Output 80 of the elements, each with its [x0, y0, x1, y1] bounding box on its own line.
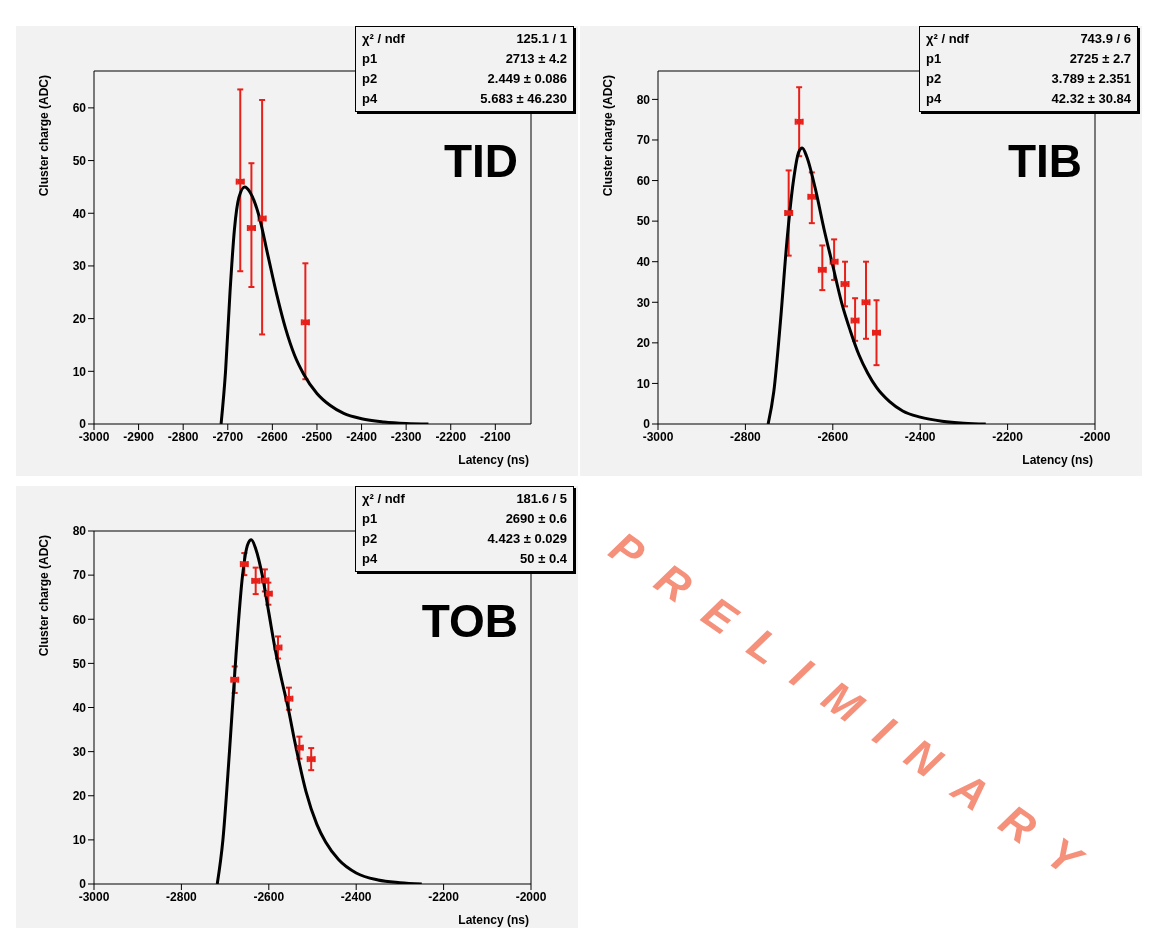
text: χ² / ndf	[926, 31, 969, 46]
annotation: p2	[362, 530, 378, 548]
text: χ² / ndf	[362, 491, 405, 506]
text: p1	[362, 51, 378, 66]
text: 181.6 / 5	[516, 491, 567, 506]
x-tick-label: -2900	[123, 429, 155, 444]
text: p1	[926, 51, 942, 66]
x-tick-label: -2600	[253, 889, 285, 904]
y-tick-label: 10	[636, 376, 651, 391]
y-tick-label: 70	[636, 133, 651, 148]
y-tick-label: 0	[79, 877, 87, 892]
x-tick-label: -3000	[642, 429, 674, 444]
y-tick-label: 40	[72, 206, 87, 221]
x-tick-label: -2200	[992, 429, 1024, 444]
x-axis-title: Latency (ns)	[458, 913, 529, 927]
y-axis-title: Cluster charge (ADC)	[601, 75, 615, 197]
y-tick-label: 40	[636, 254, 651, 269]
y-tick-label: 80	[636, 92, 651, 107]
text: 2690 ± 0.6	[505, 511, 567, 526]
x-tick-label: -2800	[167, 429, 199, 444]
annotation: 42.32 ± 30.84	[1051, 90, 1131, 108]
y-tick-label: 0	[79, 417, 87, 432]
annotation: p4	[362, 550, 378, 568]
x-tick-label: -2500	[301, 429, 333, 444]
annotation: 5.683 ± 46.230	[480, 90, 567, 108]
y-tick-label: 30	[72, 744, 87, 759]
y-tick-label: 20	[72, 311, 87, 326]
y-tick-label: 10	[72, 833, 87, 848]
y-tick-label: 20	[72, 789, 87, 804]
y-tick-label: 30	[72, 259, 87, 274]
y-tick-label: 50	[636, 214, 651, 229]
x-tick-label: -2200	[428, 889, 460, 904]
y-tick-label: 40	[72, 700, 87, 715]
text: 2713 ± 4.2	[505, 51, 567, 66]
y-tick-label: 30	[636, 295, 651, 310]
x-tick-label: -3000	[78, 889, 110, 904]
y-tick-label: 60	[72, 612, 87, 627]
text: 2725 ± 2.7	[1069, 51, 1131, 66]
x-tick-label: -2600	[257, 429, 289, 444]
x-tick-label: -2700	[212, 429, 244, 444]
y-tick-label: 10	[72, 364, 87, 379]
annotation: 4.423 ± 0.029	[487, 530, 567, 548]
annotation: 3.789 ± 2.351	[1051, 70, 1131, 88]
x-tick-label: -3000	[78, 429, 110, 444]
x-tick-label: -2400	[340, 889, 372, 904]
annotation: 50 ± 0.4	[520, 550, 567, 568]
text: TIB	[1007, 134, 1082, 188]
y-tick-label: 50	[72, 656, 87, 671]
annotation: p2	[926, 70, 942, 88]
x-axis-title: Latency (ns)	[458, 453, 529, 467]
text: TID	[443, 134, 518, 188]
x-tick-label: -2400	[346, 429, 378, 444]
text: p1	[362, 511, 378, 526]
annotation: p4	[362, 90, 378, 108]
x-tick-label: -2100	[479, 429, 511, 444]
x-tick-label: -2600	[817, 429, 849, 444]
annotation: p4	[926, 90, 942, 108]
y-tick-label: 60	[72, 101, 87, 116]
y-axis-title: Cluster charge (ADC)	[37, 535, 51, 657]
x-tick-label: -2000	[515, 889, 547, 904]
y-tick-label: 60	[636, 173, 651, 188]
text: 125.1 / 1	[516, 31, 567, 46]
text: χ² / ndf	[362, 31, 405, 46]
x-tick-label: -2400	[904, 429, 936, 444]
text: 743.9 / 6	[1080, 31, 1131, 46]
y-tick-label: 0	[643, 417, 651, 432]
annotation: p2	[362, 70, 378, 88]
x-tick-label: -2000	[1079, 429, 1111, 444]
y-tick-label: 70	[72, 568, 87, 583]
x-tick-label: -2800	[730, 429, 762, 444]
y-tick-label: 20	[636, 336, 651, 351]
text: TOB	[421, 594, 518, 648]
y-tick-label: 80	[72, 524, 87, 539]
y-tick-label: 50	[72, 153, 87, 168]
x-tick-label: -2300	[390, 429, 422, 444]
x-tick-label: -2800	[166, 889, 198, 904]
x-axis-title: Latency (ns)	[1022, 453, 1093, 467]
x-tick-label: -2200	[435, 429, 467, 444]
y-axis-title: Cluster charge (ADC)	[37, 75, 51, 197]
annotation: 2.449 ± 0.086	[487, 70, 567, 88]
